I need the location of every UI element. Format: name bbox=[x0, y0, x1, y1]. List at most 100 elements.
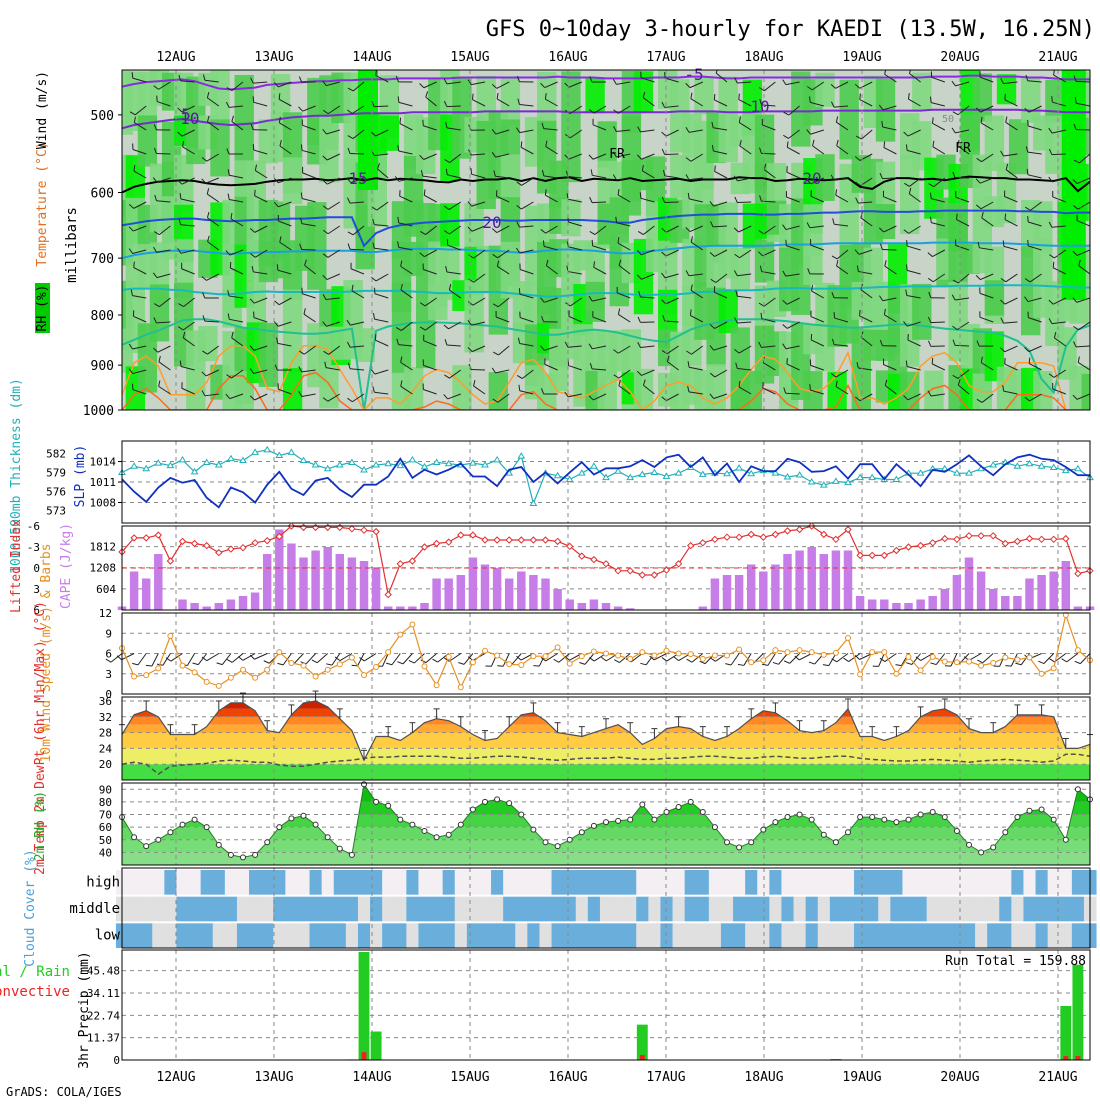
lifted-index-tick-label: -6 bbox=[27, 520, 40, 533]
rh-point bbox=[640, 802, 645, 807]
cloud-cell bbox=[939, 897, 952, 922]
lifted-index-point bbox=[482, 537, 488, 543]
wind-barb bbox=[1076, 81, 1090, 82]
rh-tick-label: 90 bbox=[99, 783, 112, 796]
cloud-cell bbox=[951, 870, 964, 895]
cloud-cell bbox=[915, 897, 928, 922]
upper-air-plot bbox=[105, 67, 1100, 462]
cape-bar bbox=[372, 568, 380, 610]
cloud-cell bbox=[334, 923, 347, 948]
cloud-cell bbox=[769, 923, 782, 948]
cloud-cell bbox=[769, 897, 782, 922]
lifted-index-point bbox=[1039, 536, 1045, 542]
cape-bar bbox=[384, 607, 392, 611]
cloud-cell bbox=[152, 923, 165, 948]
cloud-cell bbox=[310, 870, 323, 895]
cloud-cell bbox=[552, 897, 565, 922]
cloud-cell bbox=[515, 897, 528, 922]
cloud-cell bbox=[1072, 897, 1085, 922]
wind-speed-point bbox=[362, 673, 367, 678]
cloud-cell bbox=[854, 897, 867, 922]
rh-point bbox=[434, 835, 439, 840]
cloud-cell bbox=[273, 870, 286, 895]
cloud-cell bbox=[745, 897, 758, 922]
lifted-index-point bbox=[615, 568, 621, 574]
rh-point bbox=[858, 815, 863, 820]
lifted-index-point bbox=[736, 534, 742, 540]
cape-bar bbox=[348, 558, 356, 611]
wind-speed-point bbox=[1039, 671, 1044, 676]
rh-cell bbox=[803, 371, 822, 437]
rh-tick-label: 70 bbox=[99, 809, 112, 822]
cape-bar bbox=[408, 607, 416, 611]
lifted-index-point bbox=[216, 550, 222, 556]
wind-barb bbox=[837, 654, 848, 662]
lifted-index-point bbox=[204, 543, 210, 549]
lifted-index-point bbox=[760, 534, 766, 540]
wind-speed-point bbox=[616, 653, 621, 658]
wind-speed-point bbox=[446, 654, 451, 659]
wind-speed-point bbox=[495, 653, 500, 658]
slp-axis-label: SLP (mb) bbox=[73, 445, 88, 508]
cloud-cell bbox=[394, 923, 407, 948]
cloud-cell bbox=[915, 923, 928, 948]
wind-speed-point bbox=[785, 650, 790, 655]
cloud-cell bbox=[564, 923, 577, 948]
cloud-cell bbox=[443, 923, 456, 948]
cloud-cell bbox=[648, 870, 661, 895]
wind-barb bbox=[1044, 654, 1054, 664]
lifted-index-point bbox=[1051, 536, 1057, 542]
rh-point bbox=[1003, 830, 1008, 835]
rh-point bbox=[519, 812, 524, 817]
wind-barb-feather bbox=[1005, 94, 1006, 100]
wind-speed-point bbox=[241, 667, 246, 672]
wind-barb bbox=[122, 654, 135, 660]
wind-speed-point bbox=[349, 655, 354, 660]
rh-point bbox=[180, 822, 185, 827]
rh-point bbox=[253, 852, 258, 857]
date-label-top: 21AUG bbox=[1038, 50, 1077, 65]
cloud-cell bbox=[1023, 897, 1036, 922]
cloud-cell bbox=[697, 897, 710, 922]
cape-bar bbox=[759, 572, 767, 611]
precip-bar bbox=[637, 1025, 648, 1060]
lifted-index-point bbox=[494, 537, 500, 543]
cloud-cell bbox=[1011, 923, 1024, 948]
wind-speed-point bbox=[386, 650, 391, 655]
rh-point bbox=[398, 817, 403, 822]
wind-barb bbox=[879, 654, 885, 667]
wind-barb-feather bbox=[146, 665, 152, 666]
rh-point bbox=[930, 810, 935, 815]
wind-barb bbox=[426, 654, 437, 663]
rh-cell bbox=[997, 74, 1016, 104]
cloud-cell bbox=[685, 870, 698, 895]
lifted-index-point bbox=[543, 537, 549, 543]
wind-barb-feather bbox=[674, 657, 679, 661]
pressure-tick-label: 800 bbox=[91, 309, 114, 324]
cloud-cell bbox=[491, 870, 504, 895]
cloud-cell bbox=[285, 870, 298, 895]
wind-barb bbox=[374, 106, 388, 107]
convective-bar bbox=[1075, 1056, 1080, 1060]
wind-speed-point bbox=[809, 650, 814, 655]
wind-barb-feather bbox=[810, 96, 811, 102]
cloud-cell bbox=[878, 923, 891, 948]
lifted-index-point bbox=[603, 561, 609, 567]
cloud-cell bbox=[297, 923, 310, 948]
cloud-cell bbox=[830, 923, 843, 948]
wind-speed-point bbox=[228, 675, 233, 680]
rh-point bbox=[1075, 787, 1080, 792]
rh-cell bbox=[731, 248, 750, 290]
lifted-index-point bbox=[1002, 541, 1008, 547]
lifted-index-point bbox=[397, 561, 403, 567]
wind-barb-feather bbox=[1005, 214, 1006, 220]
cloud-cell bbox=[769, 870, 782, 895]
cloud-cell bbox=[370, 870, 383, 895]
wind-speed-point bbox=[567, 661, 572, 666]
wind-barb-feather bbox=[662, 658, 667, 662]
wind-speed-point bbox=[942, 659, 947, 664]
rh-point bbox=[737, 845, 742, 850]
lifted-index-point bbox=[906, 544, 912, 550]
cloud-cell bbox=[648, 897, 661, 922]
wind-barb bbox=[731, 654, 739, 665]
